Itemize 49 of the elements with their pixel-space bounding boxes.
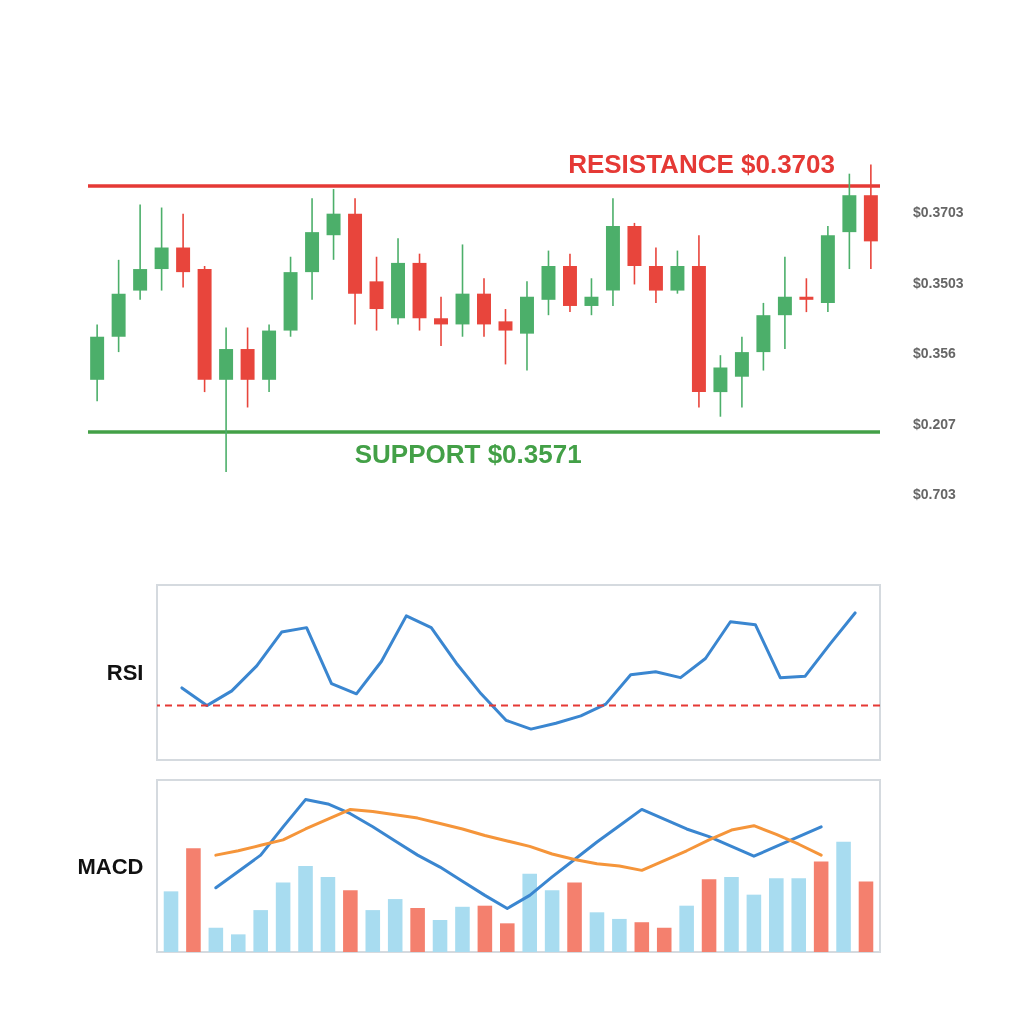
candlestick [799, 277, 814, 313]
bar [343, 890, 358, 952]
bar [163, 891, 179, 952]
bar [410, 907, 425, 952]
bar [320, 877, 336, 952]
candlestick [498, 308, 513, 366]
text: $0.207 [913, 415, 957, 432]
bar [836, 841, 851, 952]
bar [701, 879, 717, 952]
bar [612, 918, 627, 952]
y-axis-title: RSI [106, 660, 144, 685]
bar [387, 899, 403, 952]
bar [477, 905, 493, 952]
ref-line-label: RESISTANCE $0.3703 [568, 148, 835, 179]
bar [275, 882, 291, 952]
candlestick [434, 295, 448, 347]
bar [724, 877, 739, 952]
bar [679, 905, 694, 952]
bar [746, 894, 762, 952]
candlestick [584, 277, 599, 316]
candlestick [133, 203, 148, 301]
bar [455, 906, 470, 952]
bar [500, 923, 515, 952]
bar [230, 934, 246, 952]
bar [365, 910, 381, 952]
bar [253, 910, 268, 952]
ref-line-label: SUPPORT $0.3571 [354, 439, 582, 470]
candlestick [154, 206, 169, 292]
bar [634, 922, 650, 952]
bar [544, 890, 560, 952]
bar [298, 866, 313, 952]
text: $0.3503 [913, 274, 964, 291]
text: $0.356 [913, 345, 957, 361]
bar [589, 912, 605, 952]
bar [791, 878, 807, 952]
bar [813, 861, 829, 952]
bar [858, 881, 874, 952]
candlestick [777, 255, 792, 350]
bar [186, 848, 201, 952]
text: $0.3703 [913, 204, 964, 220]
bar [656, 927, 672, 952]
y-axis-title: MACD [77, 853, 144, 879]
bar [769, 878, 784, 952]
bar [208, 927, 224, 952]
bar [567, 882, 582, 952]
bar [522, 873, 537, 952]
bar [432, 920, 448, 952]
candlestick [326, 188, 341, 261]
text: $0.703 [913, 486, 957, 502]
